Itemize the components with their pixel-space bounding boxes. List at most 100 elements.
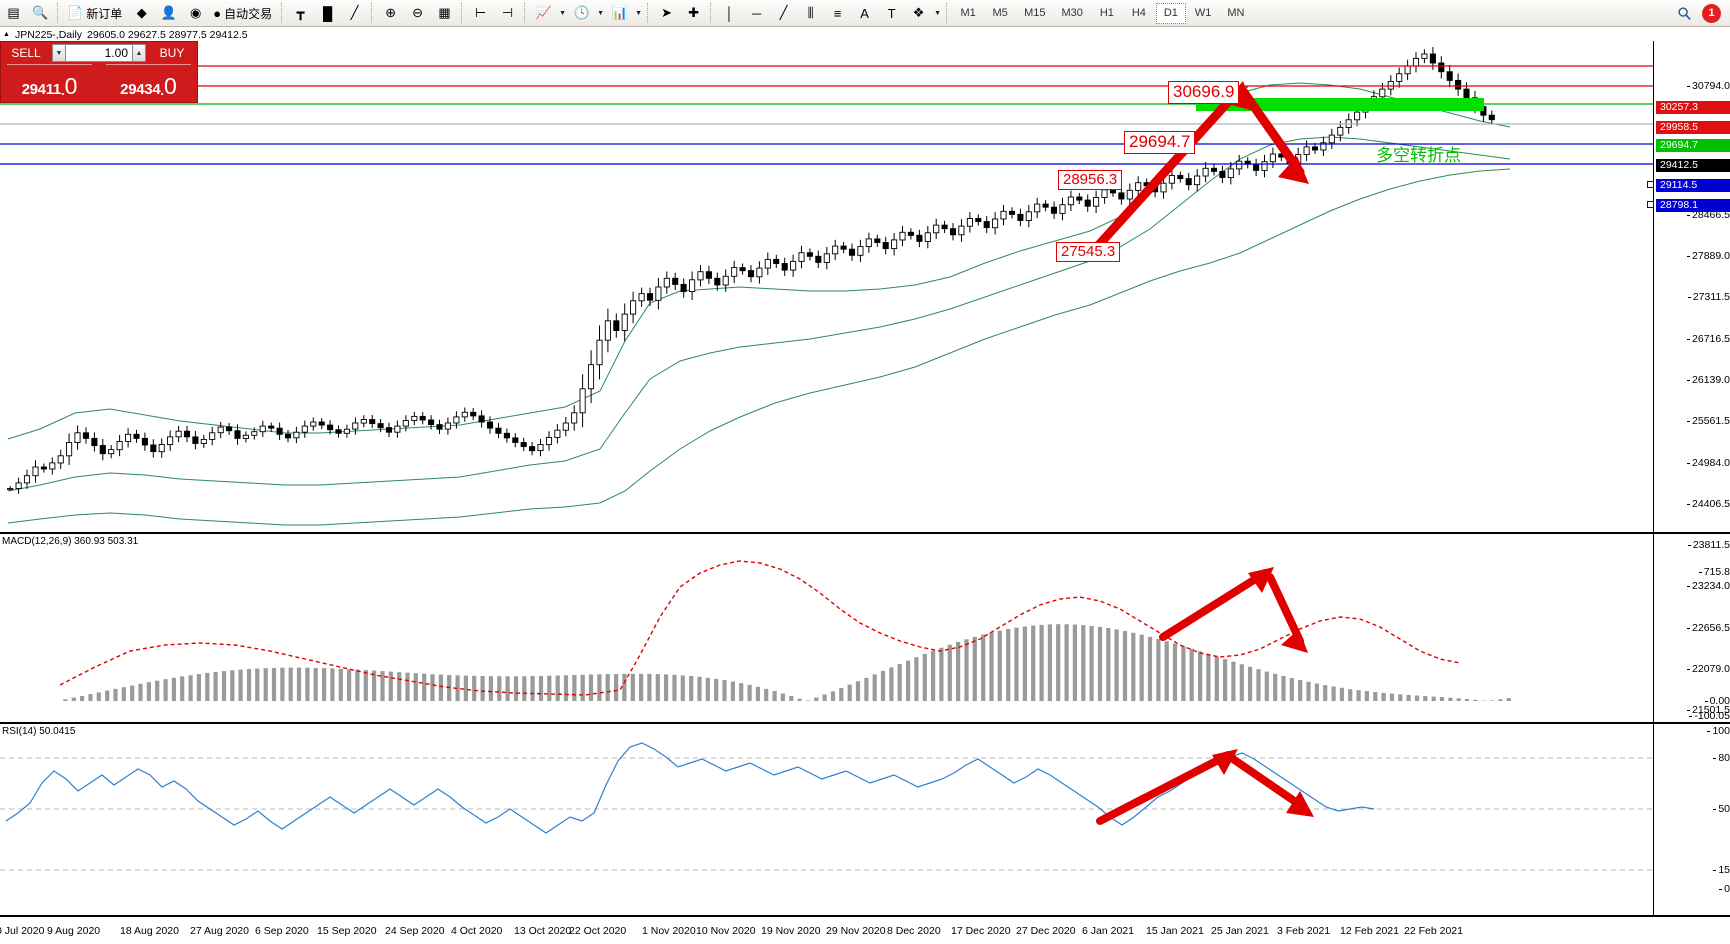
- macd-histogram-bar: [714, 678, 719, 701]
- new-order-button[interactable]: 📄 新订单: [64, 2, 127, 25]
- text-label-icon[interactable]: T: [879, 2, 904, 25]
- price-tick: 30794.0: [1687, 81, 1730, 92]
- bar-chart-icon[interactable]: ┳: [288, 2, 313, 25]
- vertical-line-icon[interactable]: │: [717, 2, 742, 25]
- price-level-chip[interactable]: 28798.1: [1647, 199, 1730, 212]
- pane-separator-macd: [0, 532, 1730, 534]
- trendline-icon[interactable]: ╱: [771, 2, 796, 25]
- rsi-chart-svg: [0, 742, 1653, 871]
- price-level-chip[interactable]: 29694.7: [1656, 139, 1730, 152]
- horizontal-line-icon[interactable]: ─: [744, 2, 769, 25]
- price-level-chip[interactable]: 29958.5: [1656, 121, 1730, 134]
- trendline-icon: ╱: [779, 5, 788, 20]
- candle-bearish: [40, 466, 47, 470]
- fibonacci-icon[interactable]: ≡: [825, 2, 850, 25]
- price-level-chip[interactable]: 30257.3: [1656, 101, 1730, 114]
- chevron-down-icon[interactable]: ▼: [597, 9, 605, 17]
- price-pane[interactable]: [0, 41, 1730, 533]
- crosshair-icon[interactable]: ✚: [681, 2, 706, 25]
- equidistant-channel-icon: ⫼: [807, 5, 814, 20]
- rsi-pane[interactable]: RSI(14) 50.0415: [0, 725, 1730, 944]
- timeframe-h4[interactable]: H4: [1131, 7, 1146, 19]
- volume-decrease-button[interactable]: ▼: [52, 44, 66, 62]
- search-icon[interactable]: [1672, 2, 1697, 25]
- chevron-down-icon[interactable]: ▼: [635, 9, 643, 17]
- macd-histogram-bar: [780, 693, 785, 701]
- alerts-icon[interactable]: 1: [1699, 2, 1724, 25]
- level-drag-handle[interactable]: [1647, 181, 1654, 188]
- timeframe-m1[interactable]: M1: [960, 7, 976, 19]
- line-chart-icon[interactable]: ╱: [342, 2, 367, 25]
- chart-area[interactable]: MACD(12,26,9) 360.93 503.31 RSI(14) 50.0…: [0, 41, 1730, 944]
- timeframe-h1[interactable]: H1: [1099, 7, 1114, 19]
- shapes-icon[interactable]: ❖: [906, 2, 931, 25]
- callout-29694[interactable]: 29694.7: [1124, 131, 1196, 154]
- new-chart-icon[interactable]: ▤: [1, 2, 26, 25]
- navigator-icon[interactable]: 👤: [156, 2, 181, 25]
- metaeditor-icon[interactable]: ◆: [129, 2, 154, 25]
- timeframe-d1[interactable]: D1: [1155, 2, 1186, 24]
- candle-bearish: [91, 437, 98, 447]
- sell-button[interactable]: 29411. 0: [1, 64, 98, 102]
- candle-bullish: [966, 218, 973, 227]
- signals-icon[interactable]: ◉: [183, 2, 208, 25]
- macd-histogram-bar: [1072, 624, 1077, 701]
- price-level-chip[interactable]: 29114.5: [1647, 179, 1730, 192]
- timeframe-w1[interactable]: W1: [1194, 7, 1212, 19]
- price-scale[interactable]: 30794.0 28466.5 27889.0 27311.5 26716.5 26139…: [1647, 41, 1730, 944]
- zoom-in-icon[interactable]: ⊕: [378, 2, 403, 25]
- cursor-icon[interactable]: ➤: [654, 2, 679, 25]
- volume-input[interactable]: 1.00: [66, 44, 132, 62]
- indicators-icon[interactable]: 📈: [531, 2, 556, 25]
- timeframe-m30[interactable]: M30: [1061, 7, 1083, 19]
- macd-histogram-bar: [513, 676, 519, 701]
- macd-histogram-bar: [238, 669, 243, 701]
- equidistant-channel-icon[interactable]: ⫼: [798, 2, 823, 25]
- buy-button[interactable]: 29434. 0: [98, 64, 197, 102]
- chart-shift-icon[interactable]: ⊢: [468, 2, 493, 25]
- date-label: 3 Feb 2021: [1277, 925, 1331, 937]
- macd-histogram-bar: [864, 677, 869, 701]
- callout-28956[interactable]: 28956.3: [1058, 170, 1123, 190]
- templates-icon[interactable]: 📊: [607, 2, 632, 25]
- price-level-chip[interactable]: 29412.5: [1656, 159, 1730, 172]
- metaeditor-icon: ◆: [136, 5, 147, 20]
- autotrading-button[interactable]: ● 自动交易: [210, 2, 277, 25]
- timeframe-mn[interactable]: MN: [1227, 7, 1245, 19]
- candlestick-chart-icon[interactable]: █: [315, 2, 340, 25]
- callout-30696[interactable]: 30696.9: [1168, 81, 1240, 104]
- candle-bearish: [1311, 146, 1319, 151]
- zoom-out-icon[interactable]: ⊖: [405, 2, 430, 25]
- candle-bearish: [680, 283, 687, 293]
- chart-profile-icon[interactable]: 🔍: [28, 2, 53, 25]
- candle-bearish: [1118, 192, 1125, 200]
- macd-histogram-bar: [1214, 656, 1219, 701]
- volume-increase-button[interactable]: ▲: [132, 44, 146, 62]
- one-click-trade-panel[interactable]: SELL ▼ 1.00 ▲ BUY 29411. 0 29434. 0: [0, 41, 198, 103]
- macd-histogram-bar: [947, 644, 952, 701]
- period-clock-icon[interactable]: 🕓: [569, 2, 594, 25]
- chevron-down-icon[interactable]: ▼: [934, 9, 942, 17]
- level-drag-handle[interactable]: [1647, 201, 1654, 208]
- macd-histogram-bar: [1031, 625, 1036, 701]
- callout-27545[interactable]: 27545.3: [1056, 242, 1121, 262]
- candle-bullish: [175, 430, 182, 438]
- volume-stepper[interactable]: ▼ 1.00 ▲: [52, 44, 146, 62]
- date-axis[interactable]: 0 Jul 2020 9 Aug 2020 18 Aug 2020 27 Aug 20…: [0, 915, 1730, 944]
- macd-histogram-bar: [730, 681, 735, 701]
- timeframe-m5[interactable]: M5: [992, 7, 1008, 19]
- macd-pane[interactable]: MACD(12,26,9) 360.93 503.31: [0, 535, 1730, 723]
- text-icon[interactable]: A: [852, 2, 877, 25]
- candle-bearish: [1042, 203, 1049, 208]
- date-label: 8 Dec 2020: [887, 925, 941, 937]
- tile-windows-icon[interactable]: ▦: [432, 2, 457, 25]
- macd-histogram-bar: [647, 673, 652, 701]
- candle-bearish: [520, 442, 527, 448]
- chevron-down-icon[interactable]: ▼: [559, 9, 567, 17]
- auto-scroll-icon[interactable]: ⊣: [495, 2, 520, 25]
- macd-histogram-bar: [1498, 699, 1503, 701]
- timeframe-m15[interactable]: M15: [1024, 7, 1046, 19]
- macd-arrow-down-head: [1281, 629, 1308, 653]
- macd-histogram-bar: [1414, 695, 1420, 701]
- macd-histogram-bar: [1373, 692, 1378, 701]
